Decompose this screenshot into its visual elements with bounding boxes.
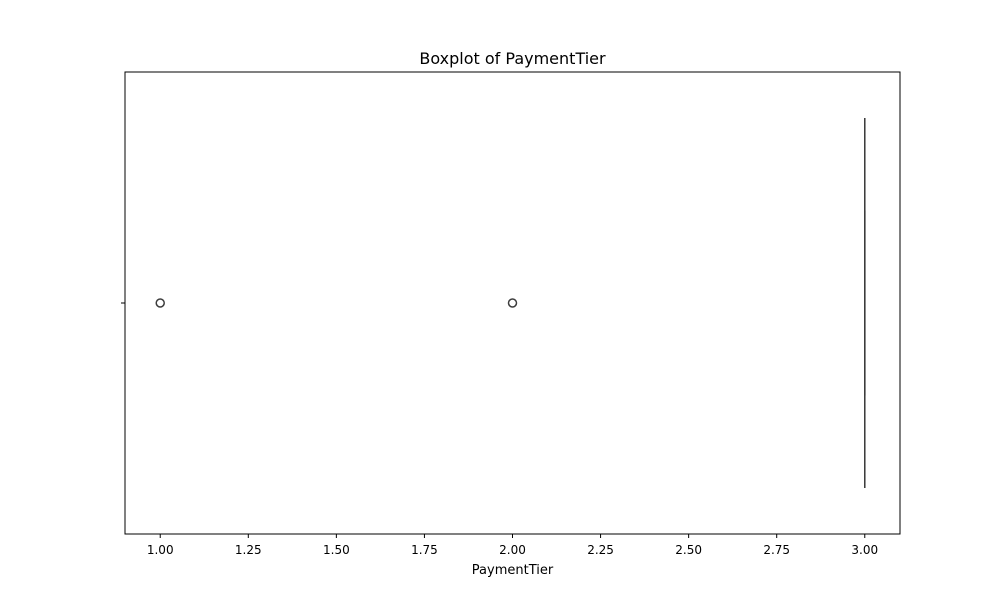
x-axis-label: PaymentTier — [472, 563, 554, 578]
x-tick-label: 1.50 — [323, 543, 350, 557]
chart-title: Boxplot of PaymentTier — [419, 49, 606, 68]
outlier-point — [507, 298, 518, 308]
x-tick-label: 1.75 — [411, 543, 438, 557]
x-tick-label: 2.00 — [499, 543, 526, 557]
x-tick-label: 2.50 — [675, 543, 702, 557]
outlier-point — [155, 298, 165, 308]
x-tick-label: 1.00 — [147, 543, 174, 557]
x-axis: 1.00 1.25 1.50 1.75 2.00 2.25 2.50 2.75 3.00 — [147, 534, 878, 557]
x-tick-label: 2.75 — [763, 543, 790, 557]
x-tick-label: 1.25 — [235, 543, 262, 557]
x-tick-label: 2.25 — [587, 543, 614, 557]
axes-frame — [124, 71, 901, 535]
plot-area — [155, 118, 866, 488]
x-tick-label: 3.00 — [851, 543, 878, 557]
